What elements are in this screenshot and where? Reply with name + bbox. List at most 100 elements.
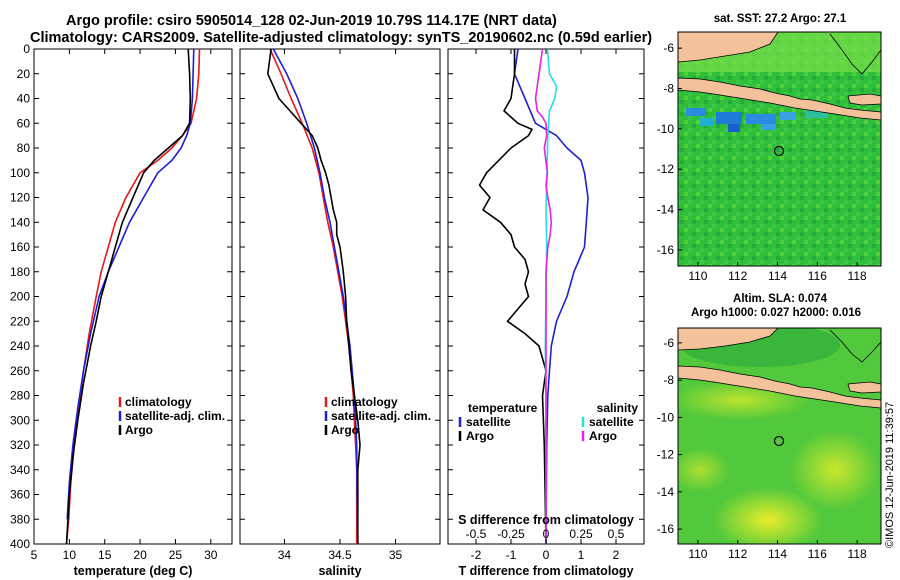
map-x-tick-label: 118 bbox=[848, 269, 867, 283]
legend-label: satellite bbox=[589, 415, 634, 429]
depth-tick-label: 60 bbox=[17, 116, 31, 130]
depth-tick-label: 160 bbox=[10, 240, 30, 254]
legend-label: satellite-adj. clim. bbox=[125, 409, 225, 423]
map-x-tick-label: 118 bbox=[848, 547, 867, 561]
sla-map-land-sulawesi bbox=[829, 329, 881, 363]
x-tick-label: 25 bbox=[169, 548, 183, 562]
series-line-temperature-argo bbox=[478, 49, 547, 544]
legend-label: Argo bbox=[331, 423, 359, 437]
t-difference-axis-label: T difference from climatology bbox=[458, 564, 633, 578]
x-tick-label: 2 bbox=[613, 548, 620, 562]
map-y-tick-label: -10 bbox=[657, 410, 675, 424]
s-difference-axis-label: S difference from climatology bbox=[458, 513, 634, 527]
depth-tick-label: 240 bbox=[10, 339, 30, 353]
x-tick-label: 0 bbox=[543, 548, 550, 562]
depth-axis: 0 20 40 60 80 100 120 140 160 180 200 220 240 260 280 3… bbox=[10, 42, 30, 551]
x-tick-label: 10 bbox=[63, 548, 77, 562]
map-y-tick-label: -8 bbox=[663, 81, 674, 95]
sla-high-west bbox=[678, 448, 730, 492]
sst-map-title: sat. SST: 27.2 Argo: 27.1 bbox=[714, 13, 847, 25]
s-difference-tick-label: 0.25 bbox=[569, 527, 593, 541]
temperature-axis-label: temperature (deg C) bbox=[74, 564, 193, 578]
series-line-argo bbox=[65, 49, 192, 544]
depth-tick-label: 0 bbox=[23, 42, 30, 56]
legend-group-title: salinity bbox=[597, 401, 639, 415]
sst-map-land-java bbox=[678, 77, 881, 121]
sst-map-land-sulawesi bbox=[829, 33, 881, 75]
sla-map-subtitle: Argo h1000: 0.027 h2000: 0.016 bbox=[691, 307, 861, 319]
map-y-tick-label: -14 bbox=[657, 485, 675, 499]
depth-tick-label: 380 bbox=[10, 512, 30, 526]
sla-high-east bbox=[790, 430, 880, 510]
salinity-axis-label: salinity bbox=[318, 564, 361, 578]
map-x-tick-label: 114 bbox=[768, 547, 787, 561]
x-tick-label: 15 bbox=[98, 548, 112, 562]
legend-label: Argo bbox=[589, 429, 617, 443]
map-y-tick-label: -6 bbox=[663, 336, 674, 350]
sst-map-frame bbox=[677, 31, 882, 267]
temperature-chart bbox=[65, 49, 201, 544]
map-x-tick-label: 112 bbox=[728, 547, 747, 561]
map-y-tick-label: -14 bbox=[657, 203, 675, 217]
sst-cool-patch bbox=[686, 108, 828, 132]
imos-credit: ©IMOS 12-Jun-2019 11:39:57 bbox=[884, 402, 896, 548]
series-line-argo bbox=[267, 49, 361, 544]
difference-x-axis: -2 -1 0 1 2 -0.5 -0.25 0 0.25 0.5 bbox=[448, 48, 644, 562]
salinity-panel-frame bbox=[239, 48, 441, 545]
map-x-tick-label: 112 bbox=[728, 269, 747, 283]
sla-map-title: Altim. SLA: 0.074 bbox=[733, 293, 828, 305]
salinity-chart bbox=[267, 49, 361, 544]
s-difference-tick-label: 0 bbox=[543, 527, 550, 541]
map-y-tick-label: -16 bbox=[657, 243, 675, 257]
series-line-satellite-adj-clim- bbox=[66, 49, 195, 520]
depth-tick-label: 140 bbox=[10, 215, 30, 229]
sst-map: sat. SST: 27.2 Argo: 27.1 110 112 114 116 11… bbox=[657, 13, 882, 283]
temperature-x-axis: 5 10 15 20 25 30 bbox=[31, 48, 232, 562]
sla-map-land-sumbawa bbox=[847, 381, 881, 394]
x-tick-label: 35 bbox=[389, 548, 403, 562]
difference-legend: temperaturesatelliteArgosalinitysatellit… bbox=[458, 401, 639, 443]
map-x-tick-label: 110 bbox=[688, 269, 707, 283]
sst-map-argo-marker bbox=[773, 145, 785, 157]
depth-tick-label: 400 bbox=[10, 537, 30, 551]
sst-map-ticks: 110 112 114 116 118 -6 -8 -10 -12 -14 -16 bbox=[657, 41, 867, 283]
s-difference-tick-label: -0.5 bbox=[466, 527, 487, 541]
depth-tick-label: 260 bbox=[10, 364, 30, 378]
depth-tick-label: 320 bbox=[10, 438, 30, 452]
x-tick-label: -2 bbox=[471, 548, 482, 562]
sla-map-ticks: 110 112 114 116 118 -6 -8 -10 -12 -14 -16 bbox=[657, 336, 867, 561]
depth-tick-label: 340 bbox=[10, 463, 30, 477]
depth-tick-label: 200 bbox=[10, 290, 30, 304]
figure-title-line2: Climatology: CARS2009. Satellite-adjuste… bbox=[30, 30, 652, 46]
series-line-climatology bbox=[65, 49, 201, 544]
sla-high-south bbox=[713, 488, 823, 544]
map-x-tick-label: 114 bbox=[768, 269, 787, 283]
figure-title-line1: Argo profile: csiro 5905014_128 02-Jun-2… bbox=[66, 13, 557, 29]
depth-tick-label: 180 bbox=[10, 265, 30, 279]
depth-tick-label: 220 bbox=[10, 314, 30, 328]
legend-label: climatology bbox=[125, 395, 192, 409]
sla-map-frame bbox=[677, 327, 882, 545]
sla-map-argo-marker bbox=[773, 435, 785, 447]
sla-map: Altim. SLA: 0.074 Argo h1000: 0.027 h200… bbox=[657, 293, 882, 561]
map-y-tick-label: -12 bbox=[657, 162, 675, 176]
map-x-tick-label: 110 bbox=[688, 547, 707, 561]
depth-tick-label: 20 bbox=[17, 67, 31, 81]
series-line-salinity-argo bbox=[534, 49, 553, 544]
depth-tick-label: 100 bbox=[10, 166, 30, 180]
map-y-tick-label: -8 bbox=[663, 373, 674, 387]
depth-tick-label: 360 bbox=[10, 488, 30, 502]
sla-map-land-borneo bbox=[678, 328, 779, 351]
series-line-temperature-satellite bbox=[513, 49, 589, 544]
map-y-tick-label: -12 bbox=[657, 448, 675, 462]
legend-group-title: temperature bbox=[468, 401, 538, 415]
depth-tick-label: 40 bbox=[17, 92, 31, 106]
legend-label: Argo bbox=[125, 423, 153, 437]
x-tick-label: -1 bbox=[506, 548, 517, 562]
difference-chart bbox=[478, 49, 589, 544]
x-tick-label: 20 bbox=[133, 548, 147, 562]
legend-label: climatology bbox=[331, 395, 398, 409]
